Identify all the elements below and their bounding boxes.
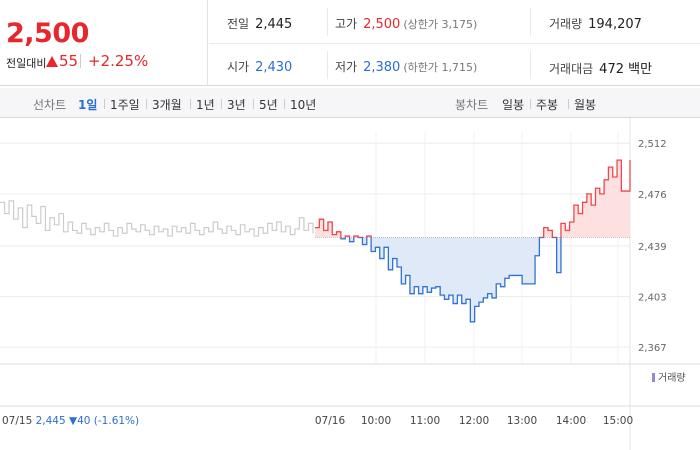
stat-label: 고가 [335, 17, 358, 31]
y-tick-label: 2,367 [638, 343, 667, 354]
period-tab-5[interactable]: 5년 [259, 98, 278, 112]
stat-0: 전일 2,445 [227, 15, 292, 32]
candle-chart-label: 봉차트 [455, 98, 489, 112]
tab-divider [104, 99, 105, 109]
period-tab-2[interactable]: 3개월 [152, 98, 182, 112]
stat-value: 2,500 [363, 17, 401, 32]
tab-divider [190, 99, 191, 109]
stat-label: 시가 [227, 60, 250, 74]
x-tick-label: 15:00 [603, 415, 633, 427]
stat-limit: (상한가 3,175) [403, 18, 478, 31]
x-tick-label: 07/16 [315, 415, 346, 427]
volume-legend-swatch [652, 373, 655, 382]
prev-day-close: 2,445 [36, 415, 69, 427]
stat-label: 전일 [227, 17, 250, 31]
stat-3: 시가 2,430 [227, 58, 292, 75]
stat-label: 저가 [335, 60, 358, 74]
divider [80, 54, 81, 68]
up-area [315, 160, 630, 238]
stat-value: 2,380 [363, 60, 401, 75]
stat-label: 거래대금 [549, 62, 594, 76]
price-chart: 2,512 2,476 2,439 2,403 2,367 거래량 07/16 10:00 11… [0, 118, 700, 450]
period-tab-1[interactable]: 1주일 [110, 98, 140, 112]
y-tick-label: 2,403 [638, 293, 667, 304]
x-tick-label: 10:00 [361, 415, 391, 427]
candle-tab-0[interactable]: 일봉 [502, 98, 525, 112]
period-tab-4[interactable]: 3년 [227, 98, 246, 112]
period-tab-0[interactable]: 1일 [78, 98, 98, 112]
x-tick-label: 11:00 [410, 415, 440, 427]
divider [209, 43, 700, 44]
change-label: 전일대비 [6, 57, 47, 70]
price-change-percent: +2.25% [88, 52, 149, 70]
up-price-line [315, 159, 631, 238]
prev-day-line [0, 200, 314, 237]
period-tab-3[interactable]: 1년 [196, 98, 215, 112]
y-tick-label: 2,439 [638, 242, 667, 253]
y-tick-label: 2,512 [638, 139, 667, 150]
x-tick-label: 13:00 [507, 415, 537, 427]
price-change: 55 [46, 52, 78, 70]
period-tab-6[interactable]: 10년 [290, 98, 317, 112]
stat-label: 거래량 [549, 17, 583, 31]
prev-day-change-pct: (-1.61%) [94, 415, 139, 427]
divider [327, 8, 328, 36]
prev-day-date: 07/15 [2, 415, 36, 427]
stat-value: 472 백만 [599, 62, 653, 77]
stat-5: 거래대금 472 백만 [549, 58, 652, 77]
tab-divider [221, 99, 222, 109]
divider [327, 51, 328, 79]
stat-value: 2,445 [255, 17, 293, 32]
stats-grid: 전일 2,445 고가 2,500 (상한가 3,175) 거래량 194,207 시가 2,4… [209, 0, 700, 86]
candle-tab-1[interactable]: 주봉 [536, 98, 559, 112]
line-chart-label: 선차트 [33, 98, 67, 112]
stat-limit: (하한가 1,715) [403, 61, 478, 74]
divider [530, 8, 531, 36]
divider [530, 51, 531, 79]
y-tick-label: 2,476 [638, 190, 667, 201]
current-price: 2,500 [6, 18, 89, 49]
chart-tab-bar: 선차트 봉차트 1일 1주일 3개월 1년 3년 5년 10년 일봉 주봉 월봉 [0, 88, 700, 118]
down-price-line [340, 237, 562, 323]
tab-divider [568, 99, 569, 109]
prev-day-info: 07/15 2,445 ▼40 (-1.61%) [2, 415, 139, 427]
up-triangle-icon [46, 56, 58, 67]
prev-day-change: ▼40 [69, 415, 94, 427]
volume-legend: 거래량 [658, 372, 686, 384]
stat-2: 거래량 194,207 [549, 15, 642, 32]
candle-tab-2[interactable]: 월봉 [574, 98, 597, 112]
quote-header: 2,500 전일대비 55 +2.25% 전일 2,445 고가 2,500 (상한가 … [0, 0, 700, 86]
price-summary: 2,500 전일대비 55 +2.25% [0, 0, 208, 86]
tab-divider [284, 99, 285, 109]
stat-value: 2,430 [255, 60, 293, 75]
tab-divider [253, 99, 254, 109]
tab-divider [146, 99, 147, 109]
stat-4: 저가 2,380 (하한가 1,715) [335, 58, 477, 75]
stat-1: 고가 2,500 (상한가 3,175) [335, 15, 477, 32]
stat-value: 194,207 [588, 17, 642, 32]
x-tick-label: 12:00 [459, 415, 489, 427]
x-tick-label: 14:00 [556, 415, 586, 427]
tab-divider [530, 99, 531, 109]
